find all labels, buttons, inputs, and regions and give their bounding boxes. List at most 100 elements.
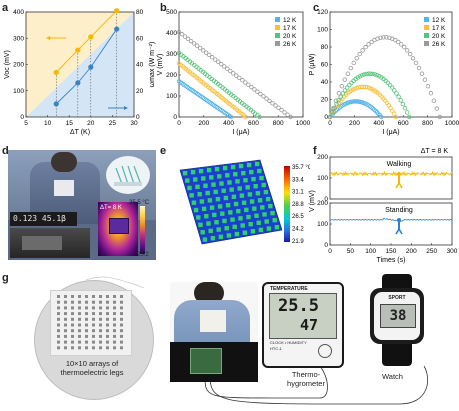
power-point: [387, 82, 393, 88]
array-leg: [201, 206, 207, 212]
watch: SPORT 38: [366, 274, 428, 370]
te-array-photo: [50, 290, 132, 356]
te-leg: [106, 346, 109, 350]
power-point: [366, 42, 371, 47]
iv-point: [188, 38, 194, 44]
iv-point: [237, 75, 242, 81]
te-leg: [92, 306, 95, 310]
iv-point: [228, 68, 233, 74]
power-point: [389, 85, 395, 90]
y-tick-label: 100: [317, 27, 328, 34]
standing-trace: [329, 217, 453, 223]
iv-point: [243, 80, 248, 85]
array-leg: [195, 184, 200, 190]
x-tick-label: 15: [66, 120, 74, 127]
iv-point: [194, 43, 200, 48]
array-leg: [200, 230, 205, 235]
panel-g-letter: g: [2, 272, 9, 284]
te-leg: [106, 334, 109, 338]
array-leg: [243, 178, 248, 183]
x-tick-label: 0: [328, 248, 332, 255]
power-point: [394, 91, 399, 96]
array-leg: [207, 198, 213, 203]
iv-point: [203, 50, 209, 55]
circuit-board: [190, 348, 222, 374]
array-leg: [247, 192, 253, 197]
power-point: [360, 48, 365, 53]
iv-point: [257, 114, 262, 120]
watch-face: SPORT 38: [374, 292, 420, 340]
array-leg: [236, 208, 241, 214]
array-leg: [219, 181, 224, 186]
array-leg: [254, 213, 259, 218]
array-leg: [266, 226, 272, 231]
x-tick-label: 100: [365, 248, 376, 255]
array-leg: [212, 212, 217, 218]
array-leg: [182, 170, 188, 176]
power-point: [354, 56, 359, 61]
y-tick-label: 300: [13, 35, 24, 42]
power-point: [333, 98, 339, 103]
power-point: [370, 71, 376, 77]
te-leg: [120, 312, 123, 316]
power-point: [434, 106, 440, 111]
iv-point: [228, 114, 234, 120]
iv-point: [264, 96, 269, 101]
wmax-point: [88, 64, 94, 70]
te-leg: [57, 295, 60, 298]
array-leg: [222, 165, 228, 171]
iv-point: [258, 91, 263, 97]
right-arrow-head: [124, 106, 128, 110]
array-leg: [242, 230, 248, 235]
array-leg: [232, 224, 237, 230]
te-patch-g: [200, 310, 226, 332]
y-tick-label: 0: [324, 114, 328, 121]
array-leg: [244, 207, 249, 213]
panel-a-letter: a: [2, 2, 9, 14]
power-point: [366, 71, 371, 76]
e-scale-label: 31.1: [292, 190, 304, 196]
te-leg: [71, 323, 74, 327]
power-point: [336, 98, 341, 103]
array-leg: [262, 212, 267, 217]
te-leg: [99, 295, 102, 298]
array-leg: [257, 198, 263, 203]
te-leg: [57, 329, 60, 333]
x-tick-label: 20: [87, 120, 95, 127]
array-leg: [218, 234, 224, 240]
array-leg: [257, 168, 262, 174]
y-tick-label: 500: [166, 9, 177, 16]
power-point: [402, 105, 408, 111]
power-point: [416, 65, 422, 71]
te-leg: [120, 329, 123, 333]
wmax-line: [55, 28, 118, 105]
watch-case: SPORT 38: [370, 288, 424, 344]
array-leg: [202, 237, 208, 242]
person-head-g: [194, 282, 224, 304]
walking-person-leg: [398, 182, 403, 189]
panel-f-letter: f: [313, 145, 317, 157]
walking-label: Walking: [387, 161, 412, 168]
te-leg: [78, 323, 81, 327]
te-leg: [120, 340, 123, 344]
te-leg: [85, 306, 88, 310]
array-leg: [221, 188, 226, 193]
iv-point: [209, 55, 215, 60]
iv-point: [182, 34, 188, 39]
array-leg: [263, 189, 269, 195]
te-leg: [85, 340, 88, 344]
iv-point: [267, 98, 272, 104]
array-leg: [187, 185, 192, 191]
power-point: [396, 39, 401, 45]
te-leg: [113, 295, 116, 298]
te-leg: [78, 306, 81, 310]
te-leg: [99, 329, 102, 333]
array-leg: [270, 210, 275, 216]
y-tick-label: 40: [321, 79, 329, 86]
e-scale-label: 24.2: [292, 227, 304, 233]
power-point: [349, 80, 354, 85]
array-leg: [209, 205, 215, 210]
x-axis-label: ΔT (K): [70, 129, 90, 136]
power-point: [381, 35, 386, 40]
wmax-point: [114, 26, 120, 32]
